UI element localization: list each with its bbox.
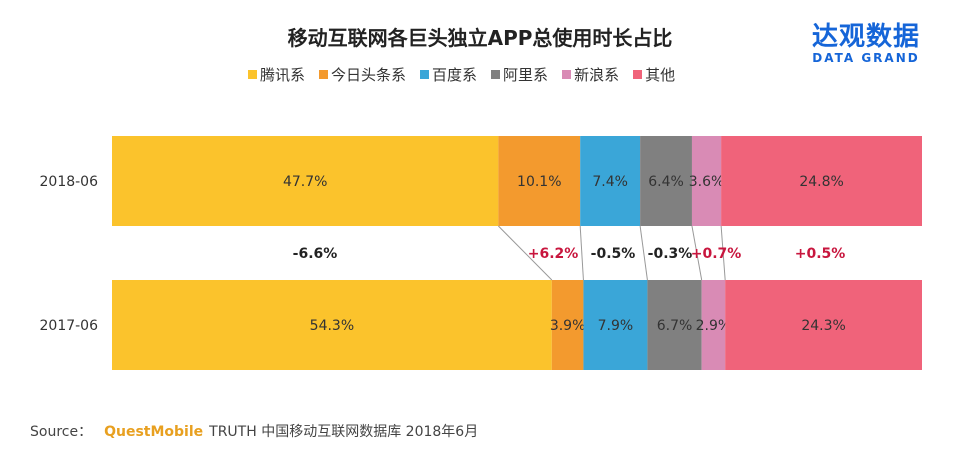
logo-en: DATA GRAND — [812, 51, 920, 65]
source-brand: QuestMobile — [104, 424, 204, 440]
connector-line — [639, 225, 648, 281]
data-label: 47.7% — [283, 174, 327, 190]
legend-item: 阿里系 — [491, 64, 548, 85]
category-label: 2018-06 — [40, 174, 99, 190]
legend-label: 阿里系 — [503, 66, 549, 84]
category-label: 2017-06 — [40, 318, 99, 334]
logo: 达观数据 DATA GRAND — [812, 16, 920, 65]
legend-swatch — [633, 70, 643, 79]
legend-swatch — [420, 70, 430, 79]
data-label: 24.8% — [799, 174, 843, 190]
bar-segment — [725, 280, 922, 370]
legend-label: 百度系 — [432, 66, 478, 84]
bar-segment — [701, 280, 726, 370]
legend-label: 腾讯系 — [260, 66, 306, 84]
legend-swatch — [248, 70, 257, 79]
legend-swatch — [491, 70, 501, 79]
data-label: 10.1% — [517, 174, 561, 190]
legend-label: 新浪系 — [574, 66, 620, 84]
legend-item: 新浪系 — [562, 64, 619, 85]
change-label: -0.3% — [648, 246, 693, 262]
change-label: -0.5% — [591, 246, 636, 262]
legend-item: 百度系 — [420, 64, 477, 85]
logo-cn: 达观数据 — [812, 22, 921, 52]
data-label: 2.9% — [696, 318, 732, 334]
legend-swatch — [562, 70, 572, 79]
bar-segment — [112, 280, 552, 370]
bar-segment — [112, 136, 499, 226]
source-note: Source： QuestMobile TRUTH 中国移动互联网数据库 2018年… — [30, 421, 478, 441]
bar-segment — [647, 280, 702, 370]
connector-line — [579, 225, 584, 281]
change-label: -6.6% — [293, 246, 338, 262]
legend-swatch — [319, 70, 329, 79]
legend-label: 今日头条系 — [331, 66, 407, 84]
change-label: +0.7% — [691, 246, 742, 262]
bar-segment — [580, 136, 641, 226]
legend-item: 今日头条系 — [319, 64, 406, 85]
legend-item: 腾讯系 — [248, 64, 305, 85]
bar-segment — [721, 136, 922, 226]
bar-segment — [583, 280, 648, 370]
data-label: 3.6% — [689, 174, 725, 190]
bar-segment — [640, 136, 692, 226]
data-label: 3.9% — [550, 318, 586, 334]
bar-segment — [691, 136, 722, 226]
connector-line — [691, 225, 703, 281]
change-label: +6.2% — [528, 246, 579, 262]
connector-line — [498, 225, 553, 281]
data-label: 54.3% — [310, 318, 354, 334]
legend-item: 其他 — [633, 64, 675, 85]
data-label: 7.9% — [598, 318, 634, 334]
bar-segment — [498, 136, 581, 226]
change-label: +0.5% — [795, 246, 846, 262]
data-label: 24.3% — [801, 318, 845, 334]
source-text: TRUTH 中国移动互联网数据库 2018年6月 — [209, 424, 479, 440]
legend-label: 其他 — [645, 66, 676, 84]
chart-title: 移动互联网各巨头独立APP总使用时长占比 — [287, 26, 673, 50]
data-label: 7.4% — [592, 174, 628, 190]
source-label: Source： — [30, 424, 93, 440]
connector-line — [720, 225, 726, 281]
bar-segment — [551, 280, 584, 370]
data-label: 6.4% — [648, 174, 684, 190]
data-label: 6.7% — [657, 318, 693, 334]
legend: 腾讯系 今日头条系 百度系 阿里系 新浪系 其他 — [248, 64, 675, 85]
